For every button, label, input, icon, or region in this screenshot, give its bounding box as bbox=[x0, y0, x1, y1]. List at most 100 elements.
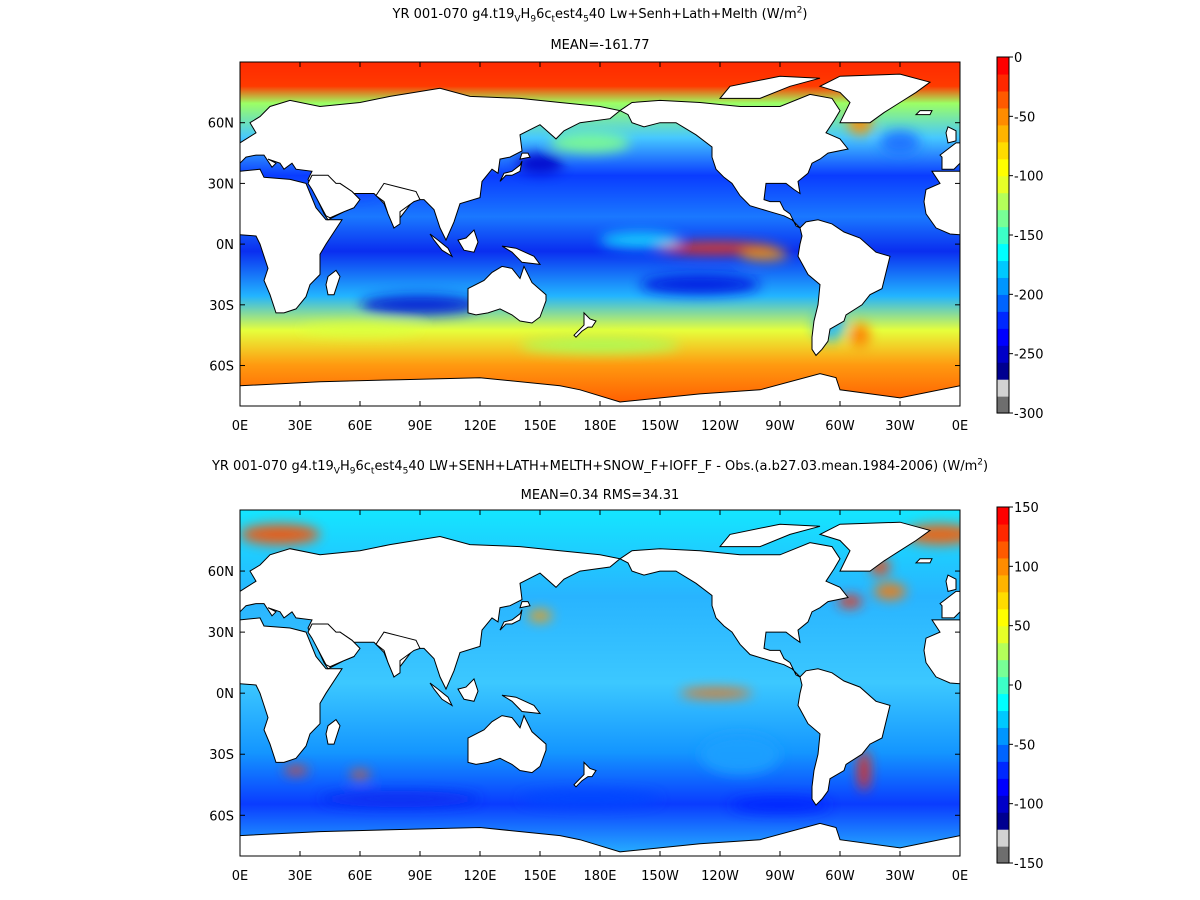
lon-label: 0E bbox=[232, 419, 249, 434]
title-segment: YR 001-070 g4.t19 bbox=[392, 7, 515, 23]
colorbar-swatch bbox=[997, 829, 1009, 847]
lat-label: 60N bbox=[208, 117, 234, 132]
colorbar: 150 100 50 0 -50 -100 -150 bbox=[996, 501, 1044, 872]
land-mass bbox=[375, 182, 421, 229]
lon-label: 90E bbox=[408, 419, 433, 434]
land-mass bbox=[718, 75, 821, 99]
title-segment: 5 bbox=[402, 466, 409, 477]
bottom-title: YR 001-070 g4.t19VH96ctest4540 LW+SENH+L… bbox=[0, 458, 1200, 477]
title-segment: 6c bbox=[355, 459, 371, 475]
lon-label: 150E bbox=[523, 419, 556, 434]
title-segment: 2 bbox=[977, 458, 983, 468]
lon-label: 30E bbox=[288, 419, 313, 434]
colorbar-swatch bbox=[997, 846, 1009, 864]
top-title: YR 001-070 g4.t19VH96ctest4540 Lw+Senh+L… bbox=[0, 6, 1200, 25]
lon-label: 60E bbox=[348, 869, 373, 884]
lon-label: 0E bbox=[952, 869, 969, 884]
land-mass bbox=[619, 93, 849, 229]
lon-label: 90W bbox=[765, 869, 795, 884]
colorbar-label: 0 bbox=[1014, 51, 1022, 66]
lon-label: 120W bbox=[701, 419, 739, 434]
colorbar-swatch bbox=[997, 328, 1009, 346]
land-mass bbox=[467, 714, 547, 774]
title-segment: t bbox=[551, 14, 556, 25]
colorbar-swatch bbox=[997, 158, 1009, 177]
lon-label: 150E bbox=[523, 869, 556, 884]
field-anomaly bbox=[680, 688, 752, 699]
lon-label: 120E bbox=[463, 869, 496, 884]
lon-label: 150W bbox=[641, 869, 679, 884]
title-segment: V bbox=[333, 466, 340, 477]
map-panel-0: 60N 30N 0N 30S 60S 0E 30E 60E 90E 120E 150E 180E 150… bbox=[208, 51, 1044, 434]
colorbar-swatch bbox=[997, 243, 1009, 262]
bottom-stats: MEAN=0.34 RMS=34.31 bbox=[520, 488, 680, 503]
colorbar-swatch bbox=[997, 727, 1009, 745]
field-anomaly bbox=[880, 130, 920, 155]
lat-label: 0N bbox=[216, 238, 234, 253]
lon-label: 60W bbox=[825, 869, 855, 884]
land-mass bbox=[429, 233, 454, 258]
top-title-text: YR 001-070 g4.t19VH96ctest4540 Lw+Senh+L… bbox=[392, 6, 808, 25]
colorbar-swatch bbox=[997, 625, 1009, 644]
colorbar-swatch bbox=[997, 260, 1009, 278]
bottom-title-text: YR 001-070 g4.t19VH96ctest4540 LW+SENH+L… bbox=[212, 458, 988, 477]
colorbar-label: -150 bbox=[1014, 229, 1044, 244]
field-anomaly bbox=[874, 583, 906, 600]
colorbar-swatch bbox=[997, 311, 1009, 329]
land-mass bbox=[501, 694, 542, 715]
colorbar-swatch bbox=[997, 73, 1009, 92]
colorbar-swatch bbox=[997, 523, 1009, 542]
colorbar-label: 150 bbox=[1014, 501, 1039, 516]
title-segment: est4 bbox=[555, 7, 584, 23]
field-anomaly bbox=[700, 733, 780, 775]
colorbar-swatch bbox=[997, 192, 1009, 211]
field-anomaly bbox=[550, 132, 630, 153]
land-mass bbox=[240, 617, 343, 763]
land-mass bbox=[818, 521, 932, 572]
colorbar-swatch bbox=[997, 761, 1009, 779]
title-segment: 6c bbox=[536, 7, 552, 23]
title-segment: ) bbox=[802, 7, 808, 23]
colorbar-swatch bbox=[997, 90, 1009, 109]
lon-label: 0E bbox=[232, 869, 249, 884]
lon-label: 30W bbox=[885, 869, 915, 884]
colorbar-swatch bbox=[997, 659, 1009, 678]
lon-label: 60E bbox=[348, 419, 373, 434]
land-mass bbox=[923, 619, 960, 685]
lon-label: 150W bbox=[641, 419, 679, 434]
colorbar-swatch bbox=[997, 795, 1009, 813]
field-anomaly bbox=[858, 750, 870, 791]
land-mass bbox=[519, 601, 531, 609]
lon-label: 90E bbox=[408, 869, 433, 884]
colorbar-swatch bbox=[997, 676, 1009, 695]
land-mass bbox=[939, 590, 960, 619]
lat-label: 60S bbox=[209, 809, 234, 824]
land-mass bbox=[240, 822, 960, 856]
colorbar-swatch bbox=[997, 175, 1009, 194]
land-mass bbox=[457, 677, 479, 702]
lat-label: 60S bbox=[209, 360, 234, 375]
colorbar-swatch bbox=[997, 107, 1009, 126]
colorbar-swatch bbox=[997, 812, 1009, 830]
colorbar-swatch bbox=[997, 710, 1009, 728]
field-anomaly bbox=[360, 294, 480, 315]
land-mass bbox=[240, 373, 960, 406]
land-mass bbox=[914, 558, 933, 564]
field-anomaly bbox=[320, 790, 480, 808]
land-mass bbox=[307, 623, 361, 668]
lon-label: 120E bbox=[463, 419, 496, 434]
colorbar-swatch bbox=[997, 778, 1009, 796]
title-segment: t bbox=[370, 466, 375, 477]
colorbar-swatch bbox=[997, 608, 1009, 627]
field-anomaly bbox=[730, 797, 830, 814]
colorbar-swatch bbox=[997, 744, 1009, 762]
title-segment: H bbox=[520, 7, 531, 23]
lon-label: 90W bbox=[765, 419, 795, 434]
lat-label: 30S bbox=[209, 748, 234, 763]
colorbar-swatch bbox=[997, 379, 1009, 397]
land-mass bbox=[467, 265, 547, 324]
field-anomaly bbox=[516, 153, 564, 174]
lon-label: 120W bbox=[701, 869, 739, 884]
land-mass bbox=[619, 542, 849, 678]
map-area bbox=[240, 62, 960, 406]
